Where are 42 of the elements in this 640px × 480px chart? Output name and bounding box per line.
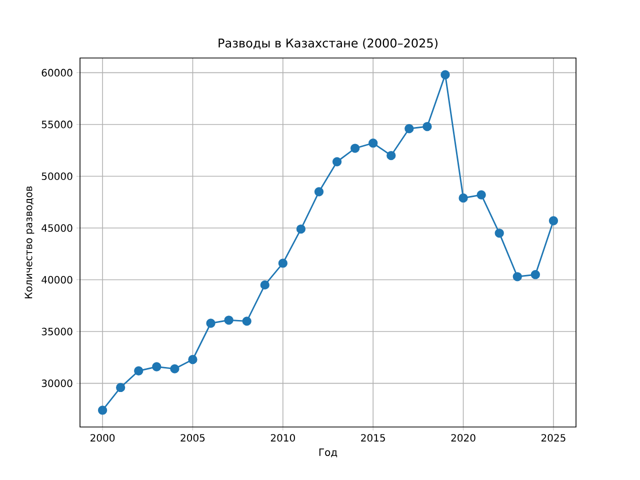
x-tick-label: 2010 (270, 434, 295, 442)
x-tick-label: 2000 (90, 434, 115, 442)
point (512, 272, 522, 282)
point (476, 190, 486, 200)
x-axis-title: Год (319, 448, 338, 458)
point (458, 193, 468, 203)
point (404, 124, 414, 134)
point (314, 187, 324, 196)
point (350, 144, 360, 153)
x-tick-label: 2020 (451, 434, 476, 442)
y-tick-label: 55000 (42, 120, 72, 128)
x-tick-label: 2005 (180, 434, 205, 442)
x-tick-label: 2025 (541, 434, 566, 442)
point (98, 406, 108, 415)
x-tick-label: 2015 (361, 434, 385, 442)
point (368, 138, 378, 148)
point (548, 216, 558, 226)
y-axis-title: Количество разводов (24, 186, 34, 298)
point (116, 382, 126, 392)
point (296, 224, 306, 234)
point (206, 318, 216, 328)
point (494, 228, 504, 238)
point (242, 316, 252, 326)
y-tick-label: 50000 (42, 172, 72, 180)
point (170, 364, 180, 374)
y-tick-label: 45000 (42, 224, 72, 232)
point (422, 122, 432, 132)
point (260, 280, 270, 290)
point (152, 362, 162, 372)
point (134, 366, 144, 376)
chart-title: Разводы в Казахстане (2000–2025) (218, 38, 438, 50)
y-tick-label: 60000 (42, 68, 72, 76)
point (188, 354, 198, 364)
point (386, 150, 396, 160)
y-tick-label: 40000 (42, 276, 72, 284)
point (530, 270, 540, 280)
point (332, 157, 342, 166)
y-tick-label: 35000 (42, 328, 72, 336)
point (440, 70, 450, 80)
point (224, 316, 234, 325)
y-tick-label: 30000 (42, 380, 72, 388)
point (278, 258, 288, 268)
